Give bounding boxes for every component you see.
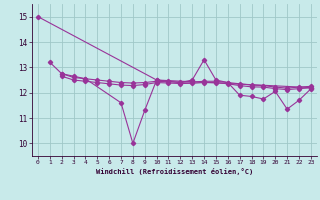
X-axis label: Windchill (Refroidissement éolien,°C): Windchill (Refroidissement éolien,°C) bbox=[96, 168, 253, 175]
